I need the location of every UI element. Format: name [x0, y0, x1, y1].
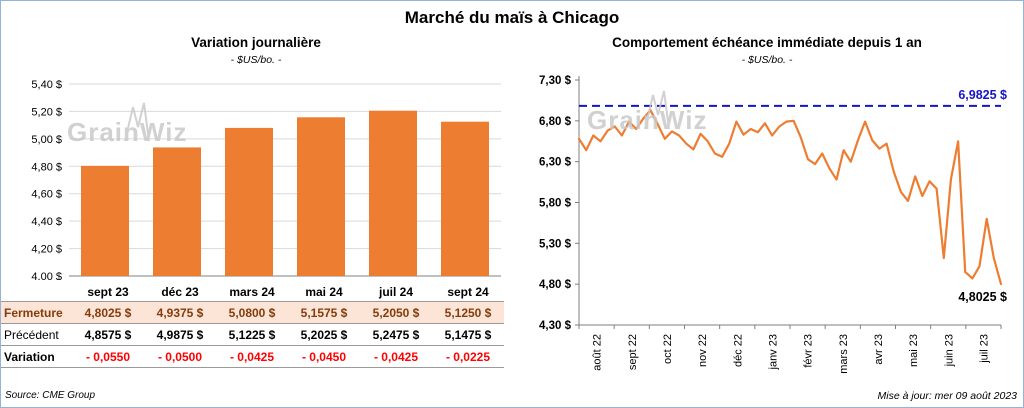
y-tick-label: 4,20 $ — [31, 244, 62, 256]
price-line — [577, 109, 1003, 286]
cell-value: 4,8025 $ — [84, 306, 132, 320]
table-row-fermeture: Fermeture 4,8025 $ 4,9375 $ 5,0800 $ 5,1575 … — [1, 301, 504, 324]
cell-value: 5,0800 $ — [228, 306, 276, 320]
source-note: Source: CME Group — [5, 390, 96, 401]
cell-value: - 0,0450 — [301, 350, 347, 364]
panels: Variation journalière - $US/bo. - 5,40 $… — [1, 29, 1023, 407]
y-tick-label: 6,30 $ — [539, 157, 572, 169]
x-tick-label: mars 23 — [838, 334, 850, 374]
x-tick-label: oct 22 — [662, 334, 674, 364]
y-tick-label: 7,30 $ — [539, 75, 572, 87]
cell-value: - 0,0425 — [373, 350, 419, 364]
page-title: Marché du maïs à Chicago — [404, 8, 620, 27]
x-tick-label: juil 23 — [978, 334, 990, 364]
cell-value: 5,1575 $ — [300, 306, 348, 320]
x-tick-label: mai 23 — [908, 334, 920, 367]
daily-variation-panel: Variation journalière - $US/bo. - 5,40 $… — [1, 29, 511, 407]
x-tick-label: juin 23 — [943, 334, 955, 367]
y-tick-label: 6,80 $ — [539, 116, 572, 128]
bar-sept 24 — [441, 121, 489, 276]
front-month-panel: Comportement échéance immédiate depuis 1… — [511, 29, 1023, 407]
x-axis-label: sept 23 — [87, 285, 129, 299]
cell-value: - 0,0550 — [85, 350, 131, 364]
row-label: Précédent — [4, 328, 59, 342]
cell-value: 5,2475 $ — [372, 328, 420, 342]
x-axis-label: déc 23 — [161, 285, 199, 299]
table-row-variation: Variation - 0,0550 - 0,0500 - 0,0425 - 0,045… — [1, 346, 504, 368]
cell-value: - 0,0225 — [445, 350, 491, 364]
x-axis-label: sept 24 — [447, 285, 489, 299]
bar-sept 23 — [81, 165, 129, 276]
y-tick-label: 5,40 $ — [31, 79, 62, 91]
y-tick-label: 4,80 $ — [539, 279, 572, 291]
cell-value: - 0,0500 — [157, 350, 203, 364]
cell-value: 5,1475 $ — [444, 328, 492, 342]
table-row-précédent: Précédent 4,8575 $ 4,9875 $ 5,1225 $ 5,2025 … — [1, 324, 504, 346]
corner-cell — [1, 282, 72, 302]
line-chart-title: Comportement échéance immédiate depuis 1… — [612, 35, 922, 50]
max-price-label: 6,9825 $ — [958, 88, 1007, 102]
x-axis-label: mars 24 — [229, 285, 275, 299]
y-tick-label: 5,20 $ — [31, 106, 62, 118]
bar-déc 23 — [153, 147, 201, 276]
y-tick-label: 4,40 $ — [31, 216, 62, 228]
cell-value: - 0,0425 — [229, 350, 275, 364]
y-tick-label: 4,80 $ — [31, 161, 62, 173]
daily-variation-bar-chart: 5,40 $ 5,20 $ 5,00 $ 4,80 $ 4,60 $ 4,40 $ 4,20… — [31, 79, 501, 280]
cell-value: 5,1250 $ — [444, 306, 492, 320]
cell-value: 5,2050 $ — [372, 306, 420, 320]
x-tick-label: avr 23 — [873, 334, 885, 365]
y-tick-label: 5,80 $ — [539, 198, 572, 210]
bar-chart-title: Variation journalière — [191, 35, 321, 50]
row-label: Fermeture — [4, 306, 63, 320]
y-tick-label: 4,00 $ — [31, 271, 62, 280]
cell-value: 4,9875 $ — [156, 328, 204, 342]
x-tick-label: déc 22 — [732, 334, 744, 367]
bar-juil 24 — [369, 110, 417, 276]
bar-mars 24 — [225, 127, 273, 277]
cell-value: 4,8575 $ — [84, 328, 132, 342]
x-axis-label: mai 24 — [305, 285, 343, 299]
y-tick-label: 5,30 $ — [539, 238, 572, 250]
x-axis-label: juil 24 — [378, 285, 413, 299]
x-tick-label: août 22 — [592, 334, 604, 371]
x-tick-label: févr 23 — [803, 334, 815, 368]
price-table: sept 23 déc 23 mars 24 mai 24 juil 24 sept 24… — [1, 282, 504, 368]
y-tick-label: 4,30 $ — [539, 320, 572, 332]
category-header-row: sept 23 déc 23 mars 24 mai 24 juil 24 sept 24 — [1, 282, 504, 302]
bar-chart-subtitle: - $US/bo. - — [230, 54, 282, 66]
cell-value: 4,9375 $ — [156, 306, 204, 320]
bar-mai 24 — [297, 117, 345, 276]
last-price-label: 4,8025 $ — [958, 290, 1007, 304]
row-label: Variation — [4, 350, 55, 364]
line-chart-subtitle: - $US/bo. - — [741, 54, 793, 66]
x-tick-label: janv 23 — [767, 334, 779, 370]
x-tick-label: sept 22 — [627, 334, 639, 370]
update-note: Mise à jour: mer 09 août 2023 — [877, 390, 1018, 402]
cell-value: 5,2025 $ — [300, 328, 348, 342]
front-month-line-chart: 7,30 $ 6,80 $ 6,30 $ 5,80 $ 5,30 $ 4,80 $ 4,30… — [539, 75, 1007, 374]
y-tick-label: 5,00 $ — [31, 134, 62, 146]
y-tick-label: 4,60 $ — [31, 189, 62, 201]
cell-value: 5,1225 $ — [228, 328, 276, 342]
x-tick-label: nov 22 — [697, 334, 709, 367]
